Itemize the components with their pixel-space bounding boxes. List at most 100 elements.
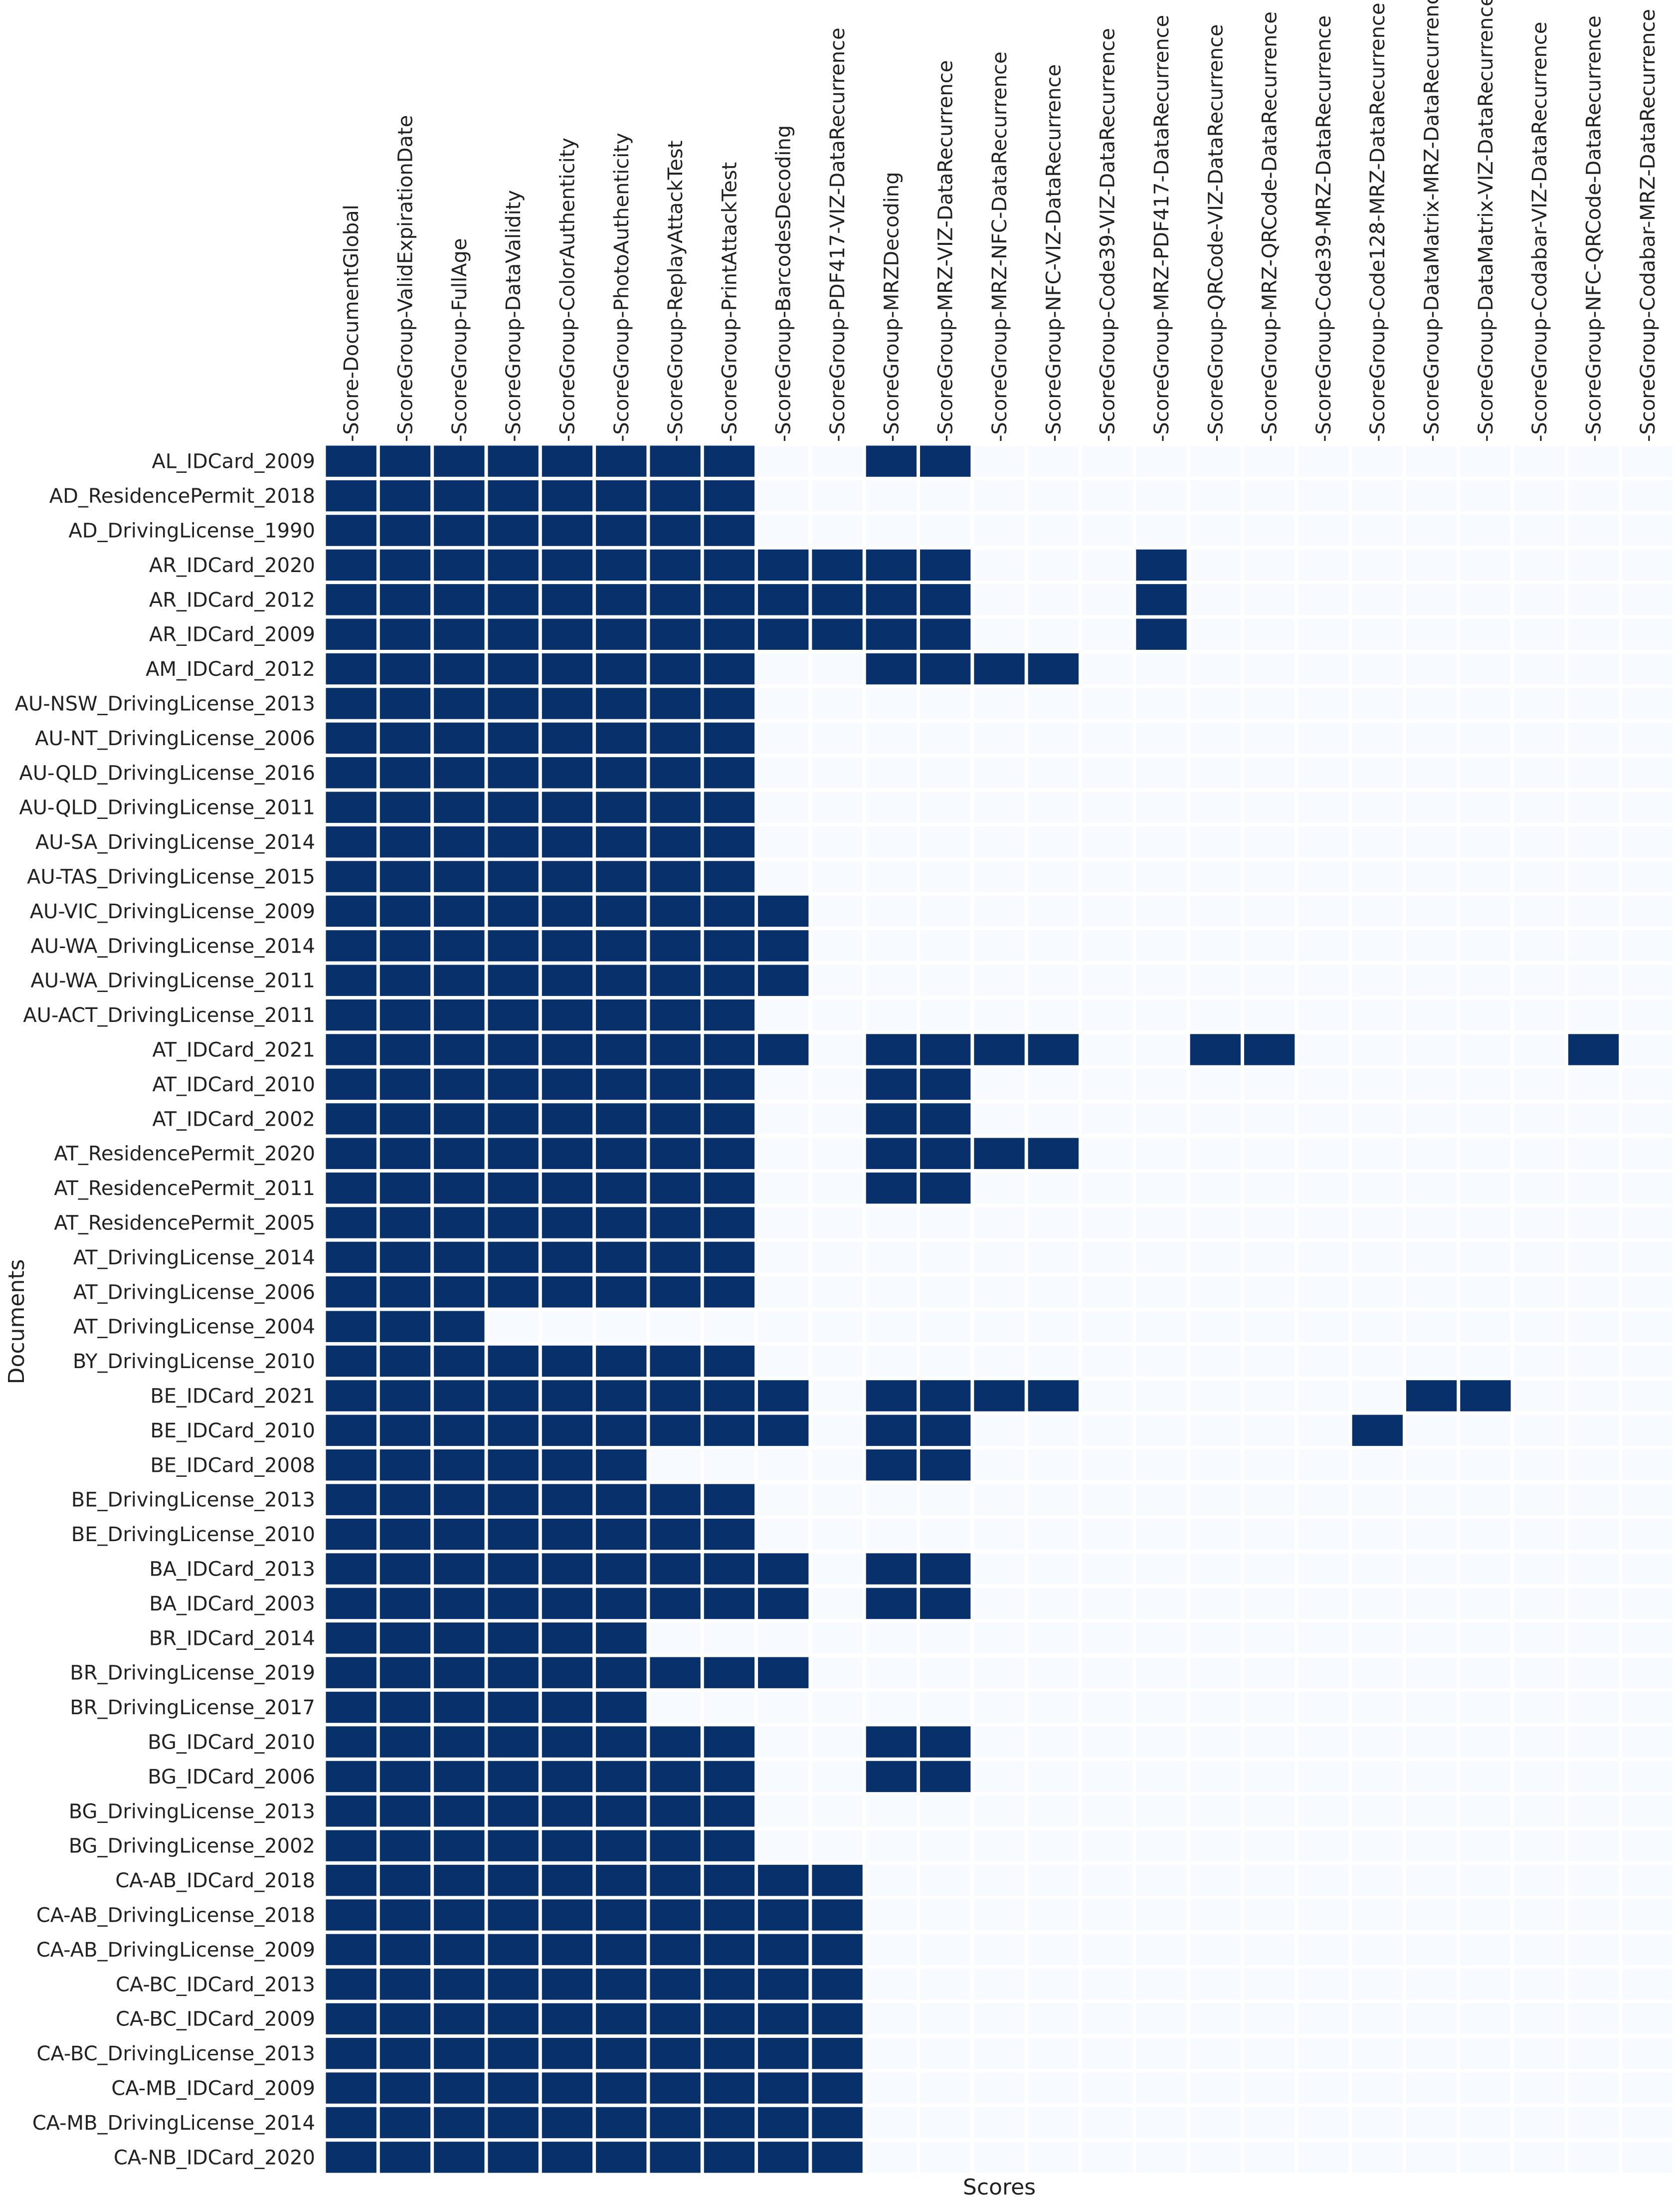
heatmap-cell bbox=[812, 965, 863, 996]
heatmap-cell bbox=[1298, 1553, 1349, 1585]
heatmap-cell bbox=[1136, 1622, 1187, 1654]
heatmap-cell bbox=[1352, 1241, 1403, 1273]
heatmap-cell bbox=[974, 1899, 1025, 1931]
heatmap-cell bbox=[1568, 1449, 1619, 1481]
heatmap-cell bbox=[1190, 895, 1241, 927]
column-tick-label: -ScoreGroup-FullAge bbox=[448, 238, 471, 442]
heatmap-cell bbox=[1514, 1034, 1565, 1065]
heatmap-cell bbox=[1460, 1691, 1511, 1723]
heatmap-cell bbox=[1298, 1276, 1349, 1308]
heatmap-cell bbox=[1406, 1311, 1457, 1342]
heatmap-cell bbox=[1514, 584, 1565, 615]
heatmap-cell bbox=[1244, 1103, 1295, 1135]
heatmap-cell bbox=[812, 1449, 863, 1481]
heatmap-cell bbox=[379, 1138, 431, 1169]
heatmap-cell bbox=[1460, 861, 1511, 892]
heatmap-cell bbox=[1514, 1241, 1565, 1273]
heatmap-cell bbox=[326, 1691, 376, 1723]
heatmap-cell bbox=[379, 1449, 431, 1481]
heatmap-cell bbox=[920, 1588, 971, 1619]
heatmap-cell bbox=[1460, 2107, 1511, 2139]
heatmap-cell bbox=[379, 653, 431, 685]
heatmap-cell bbox=[1136, 1276, 1187, 1308]
heatmap-cell bbox=[1298, 861, 1349, 892]
heatmap-cell bbox=[1190, 2107, 1241, 2139]
heatmap-cell bbox=[974, 1726, 1025, 1758]
heatmap-cell bbox=[1244, 1241, 1295, 1273]
heatmap-cell bbox=[1352, 1449, 1403, 1481]
heatmap-cell bbox=[974, 1553, 1025, 1585]
heatmap-cell bbox=[542, 1345, 593, 1377]
heatmap-cell bbox=[1190, 1138, 1241, 1169]
heatmap-cell bbox=[1568, 1830, 1619, 1861]
heatmap-cell bbox=[758, 1622, 809, 1654]
heatmap-cell bbox=[379, 1311, 431, 1342]
heatmap-cell bbox=[1298, 1934, 1349, 1966]
heatmap-cell bbox=[1460, 2037, 1511, 2069]
heatmap-cell bbox=[1568, 2003, 1619, 2034]
heatmap-cell bbox=[542, 1657, 593, 1688]
heatmap-cell bbox=[812, 480, 863, 512]
heatmap-cell bbox=[1082, 1484, 1133, 1515]
heatmap-cell bbox=[1028, 1380, 1079, 1411]
heatmap-cell bbox=[1622, 1276, 1673, 1308]
heatmap-cell bbox=[812, 1311, 863, 1342]
heatmap-cell bbox=[1568, 515, 1619, 546]
heatmap-cell bbox=[1622, 861, 1673, 892]
heatmap-cell bbox=[1622, 2142, 1673, 2173]
heatmap-cell bbox=[704, 895, 755, 927]
heatmap-cell bbox=[488, 445, 539, 477]
heatmap-cell bbox=[1514, 999, 1565, 1031]
heatmap-cell bbox=[1298, 1899, 1349, 1931]
heatmap-cells bbox=[326, 445, 1673, 2173]
heatmap-cell bbox=[866, 1691, 917, 1723]
row-tick-label: AU-NT_DrivingLicense_2006 bbox=[35, 727, 315, 750]
row-tick-label: CA-AB_IDCard_2018 bbox=[115, 1869, 315, 1892]
heatmap-cell bbox=[596, 1622, 647, 1654]
heatmap-cell bbox=[488, 1761, 539, 1793]
heatmap-cell bbox=[1298, 722, 1349, 754]
heatmap-cell bbox=[379, 1172, 431, 1204]
heatmap-cell bbox=[1514, 1311, 1565, 1342]
heatmap-cell bbox=[1622, 1414, 1673, 1446]
heatmap-cell bbox=[326, 1172, 376, 1204]
heatmap-cell bbox=[1298, 999, 1349, 1031]
heatmap-cell bbox=[434, 1691, 485, 1723]
heatmap-cell bbox=[488, 1899, 539, 1931]
heatmap-cell bbox=[1622, 1899, 1673, 1931]
heatmap-cell bbox=[1244, 480, 1295, 512]
heatmap-cell bbox=[1028, 1276, 1079, 1308]
heatmap-cell bbox=[1568, 549, 1619, 581]
heatmap-cell bbox=[434, 1103, 485, 1135]
heatmap-cell bbox=[1406, 757, 1457, 789]
heatmap-cell bbox=[1622, 930, 1673, 962]
heatmap-cell bbox=[866, 1345, 917, 1377]
heatmap-cell bbox=[866, 1761, 917, 1793]
heatmap-cell bbox=[758, 1380, 809, 1411]
heatmap-cell bbox=[379, 515, 431, 546]
heatmap-cell bbox=[1622, 480, 1673, 512]
heatmap-cell bbox=[1082, 1138, 1133, 1169]
heatmap-cell bbox=[650, 1414, 701, 1446]
heatmap-cell bbox=[1190, 2003, 1241, 2034]
heatmap-cell bbox=[704, 1934, 755, 1966]
heatmap-cell bbox=[1460, 1830, 1511, 1861]
heatmap-cell bbox=[866, 1311, 917, 1342]
heatmap-cell bbox=[1514, 826, 1565, 858]
heatmap-cell bbox=[1136, 1414, 1187, 1446]
heatmap-cell bbox=[1244, 1414, 1295, 1446]
heatmap-cell bbox=[974, 445, 1025, 477]
heatmap-cell bbox=[326, 515, 376, 546]
heatmap-cell bbox=[758, 1345, 809, 1377]
heatmap-cell bbox=[488, 1276, 539, 1308]
heatmap-cell bbox=[920, 792, 971, 823]
heatmap-cell bbox=[1460, 515, 1511, 546]
heatmap-cell bbox=[1406, 1034, 1457, 1065]
heatmap-cell bbox=[1136, 1034, 1187, 1065]
heatmap-cell bbox=[1136, 1864, 1187, 1896]
heatmap-cell bbox=[812, 515, 863, 546]
heatmap-cell bbox=[1622, 1969, 1673, 2000]
heatmap-cell bbox=[758, 999, 809, 1031]
heatmap-cell bbox=[974, 1449, 1025, 1481]
heatmap-cell bbox=[704, 584, 755, 615]
